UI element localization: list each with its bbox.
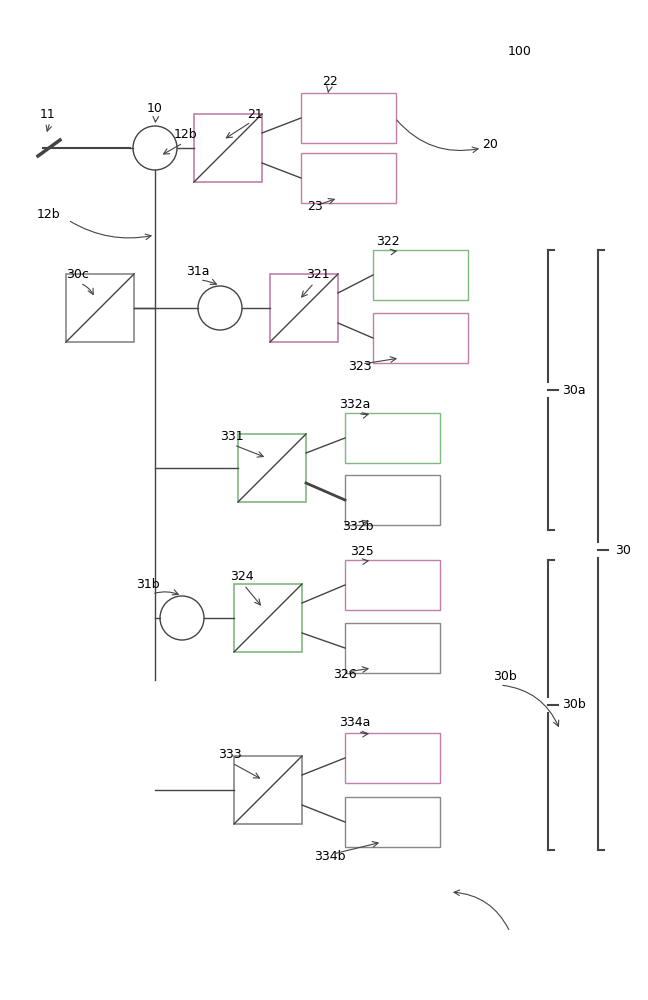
- Text: 323: 323: [348, 360, 372, 373]
- Text: 31b: 31b: [136, 578, 160, 591]
- Bar: [270, 274, 338, 342]
- Bar: [345, 797, 439, 847]
- Bar: [345, 560, 439, 610]
- Text: 30b: 30b: [493, 670, 517, 683]
- Text: 12b: 12b: [36, 208, 60, 221]
- Bar: [345, 413, 439, 463]
- Bar: [194, 114, 262, 182]
- Text: 23: 23: [307, 200, 323, 213]
- Text: 325: 325: [350, 545, 374, 558]
- Text: 322: 322: [376, 235, 400, 248]
- Bar: [345, 475, 439, 525]
- Text: 30a: 30a: [562, 383, 586, 396]
- Text: 12b: 12b: [173, 128, 197, 141]
- Text: 11: 11: [40, 108, 56, 121]
- Text: 334b: 334b: [314, 850, 346, 863]
- Bar: [301, 153, 395, 203]
- Text: 331: 331: [220, 430, 244, 443]
- Text: 332b: 332b: [342, 520, 374, 533]
- Bar: [234, 756, 302, 824]
- Text: 332a: 332a: [340, 398, 371, 411]
- Text: 21: 21: [247, 108, 263, 121]
- Text: 321: 321: [307, 268, 330, 281]
- Text: 334a: 334a: [340, 716, 371, 729]
- Text: 324: 324: [230, 570, 254, 583]
- Text: 30b: 30b: [562, 698, 586, 712]
- Bar: [234, 584, 302, 652]
- Bar: [373, 313, 467, 363]
- Text: 333: 333: [218, 748, 242, 761]
- Bar: [66, 274, 134, 342]
- Bar: [345, 733, 439, 783]
- Bar: [373, 250, 467, 300]
- Text: 22: 22: [322, 75, 338, 88]
- Text: 30: 30: [615, 544, 631, 556]
- Text: 31a: 31a: [186, 265, 210, 278]
- Bar: [345, 623, 439, 673]
- Bar: [301, 93, 395, 143]
- Bar: [238, 434, 306, 502]
- Text: 20: 20: [482, 138, 498, 151]
- Text: 326: 326: [333, 668, 357, 681]
- Text: 30c: 30c: [67, 268, 89, 281]
- Text: 100: 100: [508, 45, 532, 58]
- Text: 10: 10: [147, 102, 163, 115]
